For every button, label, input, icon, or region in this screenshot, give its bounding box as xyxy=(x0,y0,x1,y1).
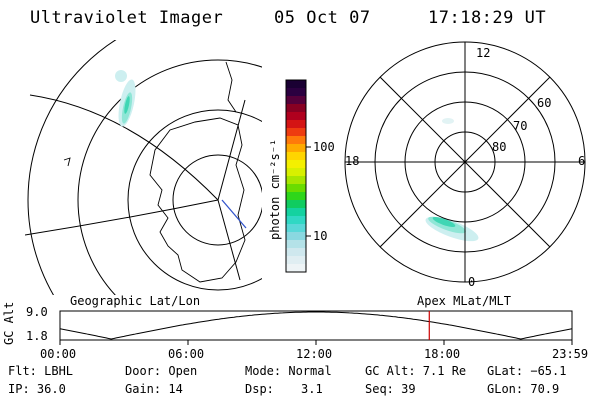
altitude-axis-label: GC Alt xyxy=(2,301,16,345)
polar-plot xyxy=(344,41,586,283)
dsp-value: 3.1 xyxy=(301,382,323,396)
glat-label: GLat: −65.1 xyxy=(487,364,567,378)
mlt-label-12: 12 xyxy=(476,46,491,60)
colorbar-tick-100: 100 xyxy=(313,140,335,154)
gain-label: Gain: 14 xyxy=(125,382,183,396)
gc-alt-label: GC Alt: 7.1 Re xyxy=(365,364,467,378)
lon-line xyxy=(217,99,246,201)
time-tick-1200: 12:00 xyxy=(296,347,333,361)
lon-line xyxy=(217,199,241,281)
colorbar xyxy=(285,79,311,273)
mode-label: Mode: Normal xyxy=(245,364,332,378)
lat-circle xyxy=(77,59,262,295)
altitude-tick-9: 9.0 xyxy=(26,305,48,319)
colorbar-tick-10: 10 xyxy=(313,229,328,243)
glon-label: GLon: 70.9 xyxy=(487,382,560,396)
lat-label-60: 60 xyxy=(537,96,552,110)
date-label: 05 Oct 07 xyxy=(274,8,371,28)
lat-label-80: 80 xyxy=(492,140,507,154)
lat-circle xyxy=(127,109,262,291)
coastline xyxy=(225,61,237,113)
door-label: Door: Open xyxy=(125,364,198,378)
time-tick-1800: 18:00 xyxy=(424,347,461,361)
time-tick-0000: 00:00 xyxy=(40,347,77,361)
mlt-label-0: 0 xyxy=(468,275,476,289)
apex-projection-label: Apex MLat/MLT xyxy=(417,294,511,308)
time-tick-2359: 23:59 xyxy=(552,347,589,361)
coastline xyxy=(63,157,71,167)
ip-label: IP: 36.0 xyxy=(8,382,66,396)
lat-label-70: 70 xyxy=(513,119,528,133)
filter-label: Flt: LBHL xyxy=(8,364,74,378)
mlt-label-6: 6 xyxy=(578,154,586,168)
coastline xyxy=(149,117,246,283)
altitude-curve xyxy=(59,311,573,340)
time-label: 17:18:29 UT xyxy=(428,8,547,28)
altitude-frame xyxy=(59,310,573,341)
meridian-accent xyxy=(221,199,247,229)
lon-line xyxy=(29,94,219,201)
dsp-label: Dsp: xyxy=(245,382,274,396)
time-tick-0600: 06:00 xyxy=(168,347,205,361)
mlt-label-18: 18 xyxy=(345,154,360,168)
seq-label: Seq: 39 xyxy=(365,382,416,396)
aurora-geographic xyxy=(115,70,136,127)
app-title: Ultraviolet Imager xyxy=(30,8,224,28)
geographic-projection-label: Geographic Lat/Lon xyxy=(70,294,201,308)
altitude-tick-1-8: 1.8 xyxy=(26,329,48,343)
lon-line xyxy=(25,199,219,236)
lat-circle xyxy=(27,40,117,295)
lat-circle xyxy=(172,154,262,246)
